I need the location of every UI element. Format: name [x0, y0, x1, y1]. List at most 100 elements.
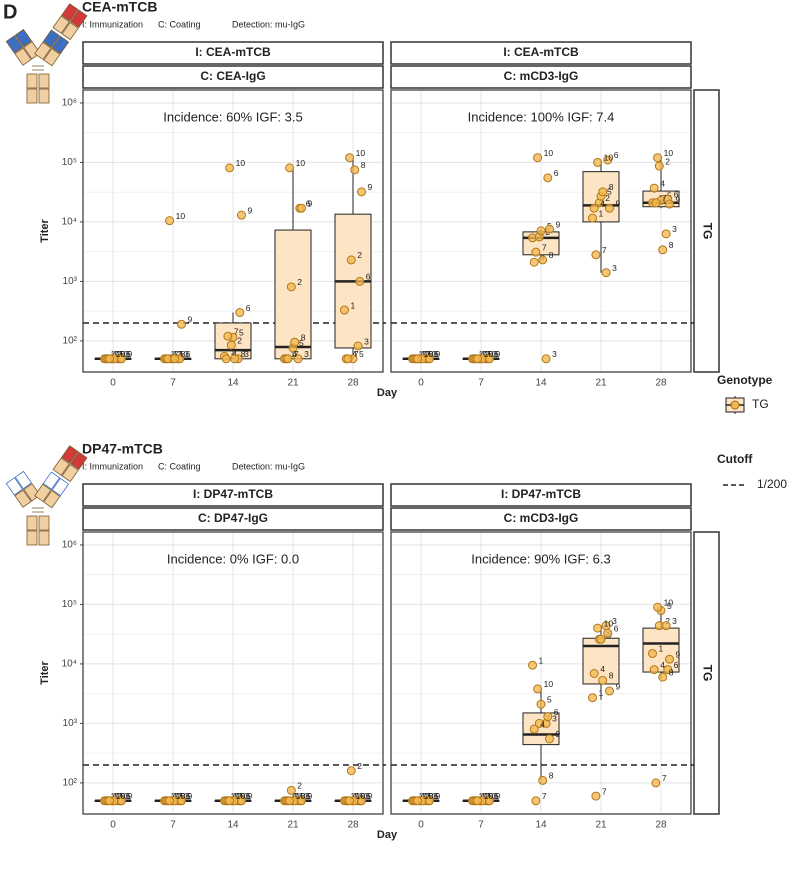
- point-id-label: 4: [660, 178, 665, 188]
- panel-border: [390, 531, 692, 815]
- point-id-label: 8: [609, 671, 614, 681]
- point-id-label: 2: [117, 349, 122, 359]
- point-id-label: 6: [246, 791, 251, 801]
- point-id-label: 1: [599, 208, 604, 218]
- point-id-label: 1: [291, 349, 296, 359]
- data-point: [350, 165, 360, 175]
- point-id-label: 6: [126, 349, 131, 359]
- x-tick-label: 21: [287, 820, 299, 831]
- group-note: C: Coating: [158, 461, 201, 471]
- point-id-label: 7: [422, 791, 427, 801]
- point-id-label: 9: [368, 791, 373, 801]
- y-tick-label: 10²: [63, 778, 78, 789]
- point-id-label: 6: [246, 303, 251, 313]
- box: [274, 229, 312, 360]
- point-id-label: 4: [112, 349, 117, 359]
- data-point: [541, 354, 551, 364]
- facet-strip-label: I: CEA-mTCB: [503, 45, 579, 59]
- data-point: [531, 247, 541, 257]
- facet-strip: [82, 65, 384, 89]
- point-id-label: 10: [356, 791, 366, 801]
- panel-border: [390, 89, 692, 373]
- point-id-label: 8: [669, 667, 674, 677]
- point-id-label: 9: [436, 791, 441, 801]
- data-point: [413, 354, 423, 364]
- facet-strip-label: C: CEA-IgG: [200, 69, 265, 83]
- y-tick-label: 10⁴: [62, 659, 77, 670]
- data-point: [543, 173, 553, 183]
- data-point: [529, 724, 539, 734]
- point-id-label: 1: [479, 349, 484, 359]
- data-point: [286, 785, 296, 795]
- point-id-label: 9: [308, 791, 313, 801]
- point-id-label: 7: [662, 773, 667, 783]
- point-id-label: 3: [364, 791, 369, 801]
- data-point: [603, 628, 613, 638]
- facet-strip: [390, 483, 692, 507]
- point-id-label: 5: [487, 349, 492, 359]
- point-id-label: 9: [128, 349, 133, 359]
- point-id-label: 6: [554, 168, 559, 178]
- point-id-label: 9: [248, 205, 253, 215]
- point-id-label: 1: [231, 791, 236, 801]
- point-id-label: 8: [121, 349, 126, 359]
- point-id-label: 7: [422, 349, 427, 359]
- annotation: Incidence: 60% IGF: 3.5: [163, 109, 302, 124]
- point-id-label: 7: [174, 791, 179, 801]
- data-point: [425, 354, 434, 364]
- facet-strip: [82, 507, 384, 531]
- point-id-label: 9: [308, 198, 313, 208]
- data-point: [654, 161, 664, 171]
- point-id-label: 8: [301, 791, 306, 801]
- point-id-label: 6: [494, 349, 499, 359]
- point-id-label: 3: [492, 791, 497, 801]
- point-id-label: 10: [484, 349, 494, 359]
- data-point: [538, 775, 548, 785]
- point-id-label: 10: [544, 679, 554, 689]
- point-id-label: 8: [361, 791, 366, 801]
- point-id-label: 10: [296, 158, 306, 168]
- x-tick-label: 7: [170, 820, 176, 831]
- point-id-label: 3: [244, 349, 249, 359]
- panel-letter: D: [3, 1, 17, 23]
- point-id-label: 7: [482, 349, 487, 359]
- point-id-label: 10: [604, 153, 614, 163]
- point-id-label: 7: [114, 349, 119, 359]
- point-id-label: 7: [174, 349, 179, 359]
- point-id-label: 2: [177, 791, 182, 801]
- point-id-label: 7: [602, 245, 607, 255]
- data-point: [473, 354, 483, 364]
- point-id-label: 4: [540, 719, 545, 729]
- point-id-label: 1: [539, 655, 544, 665]
- point-id-label: 4: [352, 349, 357, 359]
- point-id-label: 6: [366, 272, 371, 282]
- facet-strip: [390, 65, 692, 89]
- legend-label: TG: [752, 397, 769, 411]
- data-point: [591, 791, 601, 801]
- point-id-label: 2: [297, 781, 302, 791]
- y-tick-label: 10²: [63, 336, 78, 347]
- annotation: Incidence: 90% IGF: 6.3: [471, 551, 610, 566]
- point-id-label: 8: [549, 250, 554, 260]
- point-id-label: 5: [239, 328, 244, 338]
- point-id-label: 8: [301, 332, 306, 342]
- data-point: [651, 778, 661, 788]
- facet-strip-label: I: CEA-mTCB: [195, 45, 271, 59]
- point-id-label: 3: [304, 791, 309, 801]
- data-point: [601, 268, 611, 278]
- data-point: [286, 282, 296, 292]
- data-point: [665, 199, 674, 209]
- point-id-label: 6: [366, 791, 371, 801]
- point-id-label: 2: [297, 277, 302, 287]
- point-id-label: 9: [496, 791, 501, 801]
- point-id-label: 1: [111, 349, 116, 359]
- x-axis-label: Day: [377, 387, 398, 399]
- point-id-label: 1: [351, 300, 356, 310]
- data-point: [661, 621, 671, 631]
- x-tick-label: 0: [110, 820, 116, 831]
- data-point: [293, 354, 303, 364]
- point-id-label: 8: [609, 182, 614, 192]
- panel-border: [82, 531, 384, 815]
- y-tick-label: 10⁶: [62, 540, 77, 551]
- point-id-label: 3: [672, 616, 677, 626]
